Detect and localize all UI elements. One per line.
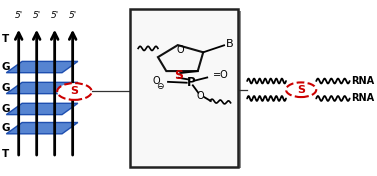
Text: RNA: RNA [351,93,375,103]
Circle shape [286,82,316,97]
Text: O: O [196,91,204,101]
Text: P: P [187,76,195,89]
Circle shape [57,83,92,100]
FancyBboxPatch shape [133,11,241,168]
Text: RNA: RNA [351,76,375,86]
Polygon shape [6,103,78,115]
Text: 5': 5' [69,11,77,20]
Polygon shape [6,82,78,94]
Text: S: S [297,85,305,95]
FancyBboxPatch shape [130,10,238,166]
Text: G: G [2,83,10,93]
Text: ⊖: ⊖ [156,81,164,90]
Text: O: O [176,45,184,55]
Text: G: G [2,62,10,72]
Text: O: O [152,77,160,86]
Text: 5': 5' [32,11,41,20]
Text: G: G [2,123,10,133]
Text: 5': 5' [15,11,23,20]
Text: T: T [2,34,9,44]
Text: =O: =O [213,70,229,80]
Text: G: G [2,104,10,114]
Text: S: S [70,86,78,96]
Text: 5': 5' [51,11,59,20]
Text: S: S [174,69,183,82]
Polygon shape [6,61,78,73]
Text: B: B [226,39,233,49]
Text: T: T [2,149,9,159]
Polygon shape [6,122,78,134]
